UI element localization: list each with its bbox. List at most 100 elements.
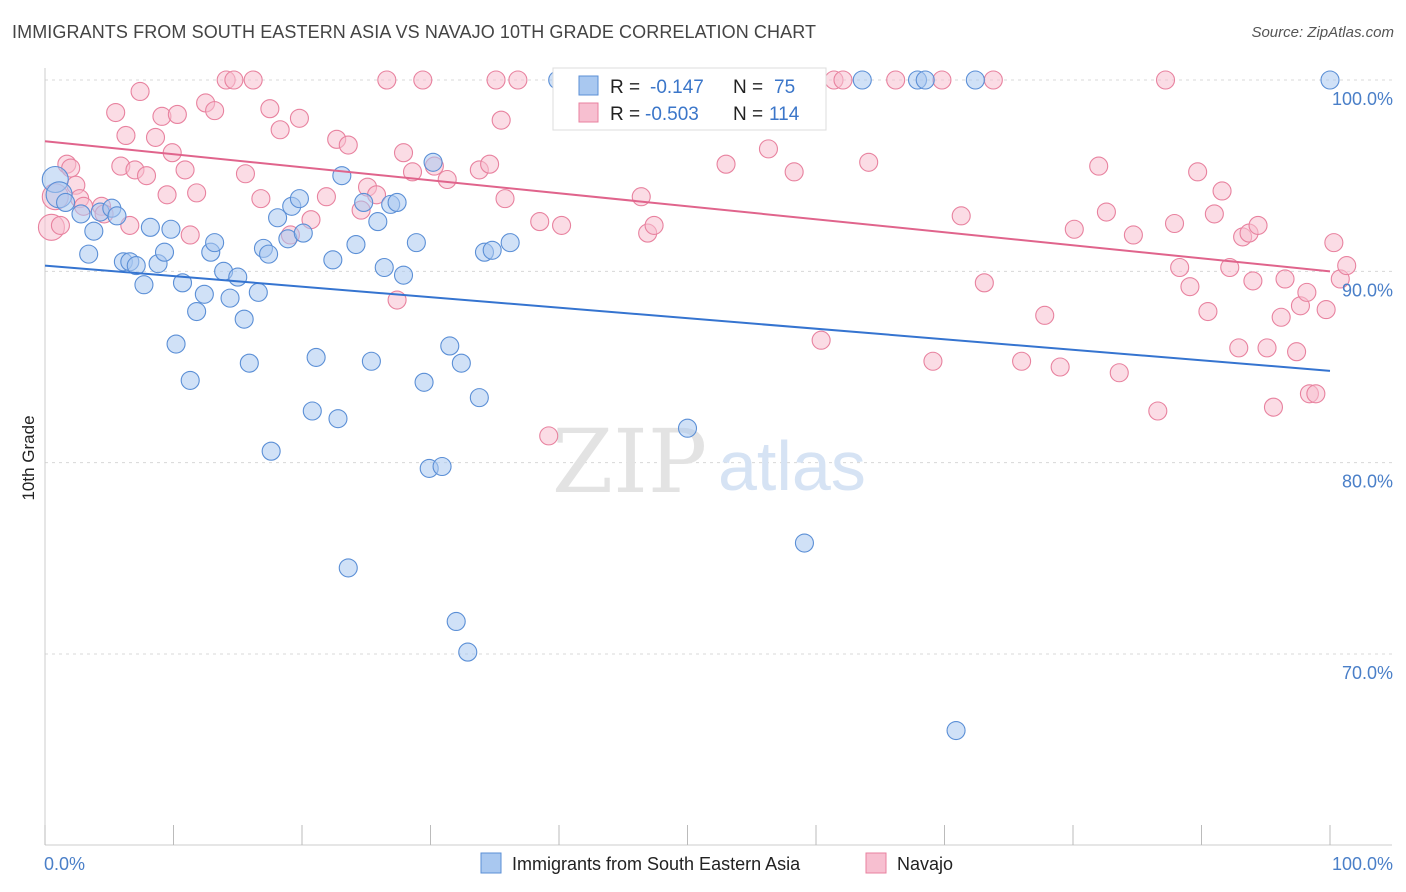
sea-point xyxy=(946,720,966,741)
sea-point xyxy=(71,204,91,224)
y-tick-label: 70.0% xyxy=(1342,663,1393,683)
sea-point xyxy=(406,233,426,253)
navajo-point xyxy=(270,120,290,140)
navajo-point xyxy=(983,70,1003,90)
sea-point xyxy=(220,288,240,308)
sea-point xyxy=(414,372,434,392)
navajo-point xyxy=(1212,181,1232,201)
sea-point xyxy=(248,282,268,302)
sea-point xyxy=(205,233,225,253)
navajo-point xyxy=(1287,342,1307,362)
sea-point xyxy=(451,353,471,373)
stats-blue-r-value: -0.147 xyxy=(650,77,704,98)
navajo-point xyxy=(180,225,200,245)
sea-point xyxy=(306,347,326,367)
sea-point xyxy=(107,206,127,226)
navajo-point xyxy=(923,351,943,371)
axes xyxy=(44,68,1392,846)
navajo-point xyxy=(951,206,971,226)
navajo-point xyxy=(235,164,256,184)
sea-point xyxy=(915,70,935,90)
y-tick-label: 80.0% xyxy=(1342,472,1393,492)
sea-point xyxy=(446,611,466,632)
navajo-points xyxy=(37,70,1357,446)
navajo-point xyxy=(1180,277,1200,297)
navajo-point xyxy=(1220,257,1240,278)
navajo-point xyxy=(1229,338,1249,358)
sea-point xyxy=(79,244,99,264)
navajo-point xyxy=(486,70,506,90)
stats-blue-r-label: R = xyxy=(610,77,640,98)
navajo-point xyxy=(859,152,879,172)
stats-pink-n-value: 114 xyxy=(769,104,800,125)
navajo-point xyxy=(491,110,511,130)
navajo-point xyxy=(784,162,804,182)
legend-blue-swatch xyxy=(480,852,502,874)
stats-blue-swatch xyxy=(578,75,599,96)
trend-lines xyxy=(44,140,1331,372)
navajo-point xyxy=(495,189,515,209)
navajo-point xyxy=(811,330,831,350)
navajo-point xyxy=(120,215,140,235)
sea-point xyxy=(234,309,254,329)
sea-point xyxy=(228,267,248,287)
sea-point xyxy=(368,212,388,232)
sea-point xyxy=(84,221,104,241)
stats-blue-n-label: N = xyxy=(733,77,763,98)
watermark: ZIP atlas xyxy=(552,410,866,513)
sea-point xyxy=(374,257,394,278)
sea-point xyxy=(261,441,281,461)
navajo-point xyxy=(393,143,414,163)
navajo-point xyxy=(1035,305,1055,325)
legend-pink-label: Navajo xyxy=(897,854,953,874)
sea-point xyxy=(328,409,348,429)
sea-point xyxy=(332,166,352,186)
sea-point xyxy=(302,401,322,421)
sea-point xyxy=(239,353,259,373)
navajo-point xyxy=(243,70,263,90)
chart-title: IMMIGRANTS FROM SOUTH EASTERN ASIA VS NA… xyxy=(12,22,817,42)
navajo-point xyxy=(145,127,166,147)
navajo-point xyxy=(187,183,207,203)
navajo-point xyxy=(480,154,500,174)
navajo-point xyxy=(758,139,779,159)
navajo-point xyxy=(1170,257,1190,278)
navajo-point xyxy=(402,162,423,182)
sea-point xyxy=(187,301,207,322)
tick-labels: 100.0% 90.0% 80.0% 70.0% 0.0% 100.0% xyxy=(44,89,1393,874)
navajo-point xyxy=(552,215,572,235)
stats-box: R = -0.147 N = 75 R = -0.503 N = 114 xyxy=(552,67,827,131)
navajo-point xyxy=(1096,202,1116,222)
sea-point xyxy=(458,642,478,662)
navajo-point xyxy=(508,70,528,90)
navajo-point xyxy=(413,70,433,90)
sea-point xyxy=(268,208,288,228)
x-tick-label-max: 100.0% xyxy=(1332,854,1393,874)
navajo-point xyxy=(1316,300,1336,320)
stats-pink-r-label: R = xyxy=(610,104,640,125)
navajo-point xyxy=(932,70,952,90)
navajo-point xyxy=(1188,162,1208,182)
navajo-point xyxy=(1109,363,1129,383)
navajo-point xyxy=(437,169,457,190)
navajo-point xyxy=(338,135,358,155)
navajo-point xyxy=(1164,213,1185,234)
sea-point xyxy=(346,234,366,255)
navajo-point xyxy=(1050,357,1070,377)
legend-pink-swatch xyxy=(865,852,887,874)
sea-point xyxy=(440,336,460,356)
navajo-point xyxy=(377,70,397,90)
sea-point xyxy=(469,388,489,408)
sea-point xyxy=(338,558,358,578)
sea-point xyxy=(323,250,343,270)
navajo-point xyxy=(106,102,126,123)
navajo-point xyxy=(1257,338,1277,358)
y-tick-label: 90.0% xyxy=(1342,280,1393,300)
navajo-point xyxy=(1148,401,1168,421)
sea-point xyxy=(134,275,154,295)
sea-point xyxy=(677,418,698,438)
navajo-point xyxy=(1204,204,1224,224)
navajo-point xyxy=(130,81,150,102)
navajo-point xyxy=(886,70,906,90)
navajo-point xyxy=(50,215,70,235)
